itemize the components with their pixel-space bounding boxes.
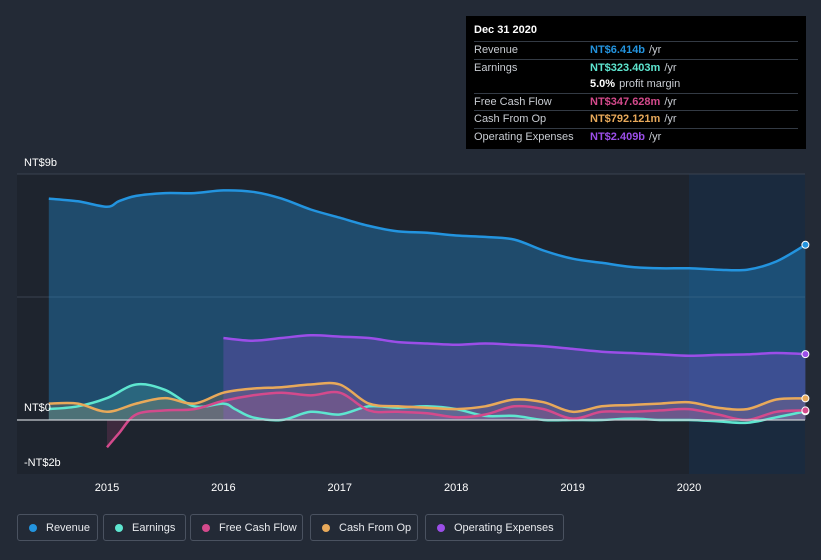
x-tick-2020: 2020 — [677, 482, 701, 494]
tooltip-value: NT$6.414b — [590, 44, 646, 57]
revenue-area — [48, 190, 806, 420]
legend-dot-icon — [322, 523, 330, 532]
legend-label: Free Cash Flow — [219, 521, 297, 534]
cash-from-op-line — [48, 381, 806, 414]
tooltip-label: Revenue — [474, 44, 519, 57]
tooltip-row-cash-from-op: Cash From Op NT$792.121m/yr — [474, 110, 798, 128]
y-label-zero: NT$0 — [24, 402, 51, 414]
tooltip-row-free-cash-flow: Free Cash Flow NT$347.628m/yr — [474, 92, 798, 111]
legend-dot-icon — [202, 523, 210, 532]
tooltip-label: Free Cash Flow — [474, 95, 552, 108]
tooltip-unit: /yr — [649, 44, 662, 57]
legend-label: Cash From Op — [339, 521, 412, 534]
x-tick-2016: 2016 — [211, 482, 235, 494]
tooltip-row-earnings: Earnings NT$323.403m/yr — [474, 58, 798, 77]
legend-label: Operating Expenses — [454, 521, 554, 534]
plot-background — [17, 174, 805, 474]
tooltip-unit: /yr — [664, 113, 677, 126]
tooltip-value: NT$792.121m — [590, 113, 661, 126]
operating-expenses-area — [223, 335, 806, 420]
tooltip-value: NT$323.403m — [590, 61, 661, 74]
earnings-area — [48, 384, 806, 423]
revenue-end-point — [801, 240, 810, 249]
legend-dot-icon — [437, 523, 445, 532]
tooltip-row-operating-expenses: Operating Expenses NT$2.409b/yr — [474, 127, 798, 146]
tooltip-unit: /yr — [649, 130, 662, 143]
legend-item-free-cash-flow[interactable]: Free Cash Flow — [190, 514, 303, 541]
x-tick-2017: 2017 — [328, 482, 352, 494]
legend-item-operating-expenses[interactable]: Operating Expenses — [425, 514, 564, 541]
tooltip-panel: Dec 31 2020 Revenue NT$6.414b/yr Earnings N… — [466, 16, 806, 149]
y-label-bottom: -NT$2b — [24, 457, 61, 469]
legend-label: Revenue — [46, 521, 91, 534]
tooltip-unit: profit margin — [619, 78, 681, 91]
tooltip-label: Earnings — [474, 61, 518, 74]
tooltip-value: NT$2.409b — [590, 130, 646, 143]
tooltip-row-revenue: Revenue NT$6.414b/yr — [474, 41, 798, 59]
x-tick-2018: 2018 — [444, 482, 468, 494]
x-tick-2015: 2015 — [95, 482, 119, 494]
tooltip-unit: /yr — [664, 61, 677, 74]
cash-from-op-end-point — [801, 394, 810, 403]
tooltip-unit: /yr — [664, 95, 677, 108]
tooltip-value: 5.0% — [590, 78, 616, 91]
x-tick-2019: 2019 — [560, 482, 584, 494]
revenue-line — [48, 189, 807, 272]
legend-dot-icon — [29, 523, 37, 532]
operating-expenses-line — [223, 334, 806, 358]
tooltip-label: Operating Expenses — [474, 130, 574, 143]
free-cash-flow-line — [106, 390, 806, 449]
operating-expenses-end-point — [801, 350, 810, 359]
tooltip-value: NT$347.628m — [590, 95, 661, 108]
forecast-shade — [689, 174, 805, 474]
free-cash-flow-end-point — [801, 406, 810, 415]
tooltip-label: Cash From Op — [474, 113, 547, 126]
legend-item-revenue[interactable]: Revenue — [17, 514, 98, 541]
legend-item-cash-from-op[interactable]: Cash From Op — [310, 514, 418, 541]
tooltip-row-profit-margin: 5.0% profit margin — [474, 76, 798, 93]
tooltip-date: Dec 31 2020 — [474, 24, 537, 36]
legend-label: Earnings — [132, 521, 176, 534]
y-label-top: NT$9b — [24, 157, 57, 169]
legend-dot-icon — [115, 523, 123, 532]
legend-item-earnings[interactable]: Earnings — [103, 514, 186, 541]
